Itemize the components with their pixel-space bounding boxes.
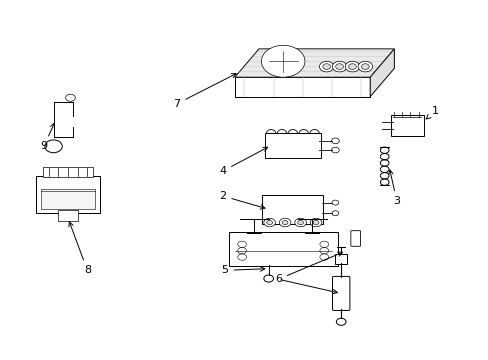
FancyBboxPatch shape <box>332 276 349 310</box>
Circle shape <box>331 200 338 205</box>
FancyBboxPatch shape <box>334 254 347 264</box>
Text: 3: 3 <box>388 170 400 206</box>
FancyBboxPatch shape <box>41 189 95 209</box>
Circle shape <box>264 275 273 282</box>
Circle shape <box>336 318 346 325</box>
Polygon shape <box>369 49 393 97</box>
Circle shape <box>331 147 339 153</box>
Circle shape <box>361 64 368 69</box>
Circle shape <box>65 94 75 101</box>
FancyBboxPatch shape <box>262 195 323 224</box>
Text: 5: 5 <box>221 265 264 275</box>
Text: 2: 2 <box>219 191 264 209</box>
Circle shape <box>345 61 359 72</box>
Text: 7: 7 <box>173 74 236 109</box>
Circle shape <box>264 218 275 227</box>
Text: 1: 1 <box>426 106 438 119</box>
Circle shape <box>312 220 318 225</box>
Circle shape <box>331 211 338 216</box>
Circle shape <box>261 45 305 77</box>
Text: 6: 6 <box>274 252 342 284</box>
Circle shape <box>294 218 306 227</box>
FancyBboxPatch shape <box>390 116 424 136</box>
Circle shape <box>266 220 272 225</box>
Circle shape <box>331 138 339 144</box>
Polygon shape <box>234 77 369 97</box>
Circle shape <box>279 218 290 227</box>
Circle shape <box>282 220 287 225</box>
Circle shape <box>348 64 356 69</box>
Circle shape <box>309 218 321 227</box>
Polygon shape <box>234 49 393 77</box>
FancyBboxPatch shape <box>58 211 78 221</box>
Circle shape <box>319 61 333 72</box>
FancyBboxPatch shape <box>43 167 93 177</box>
Text: 8: 8 <box>69 222 91 275</box>
Circle shape <box>297 220 303 225</box>
Circle shape <box>332 61 346 72</box>
Circle shape <box>357 61 372 72</box>
Circle shape <box>335 64 343 69</box>
FancyBboxPatch shape <box>350 231 360 246</box>
FancyBboxPatch shape <box>36 176 100 213</box>
Text: 4: 4 <box>219 147 267 176</box>
Text: 9: 9 <box>40 123 55 151</box>
FancyBboxPatch shape <box>228 232 337 266</box>
FancyBboxPatch shape <box>264 133 320 158</box>
Circle shape <box>45 140 62 153</box>
Circle shape <box>322 64 330 69</box>
